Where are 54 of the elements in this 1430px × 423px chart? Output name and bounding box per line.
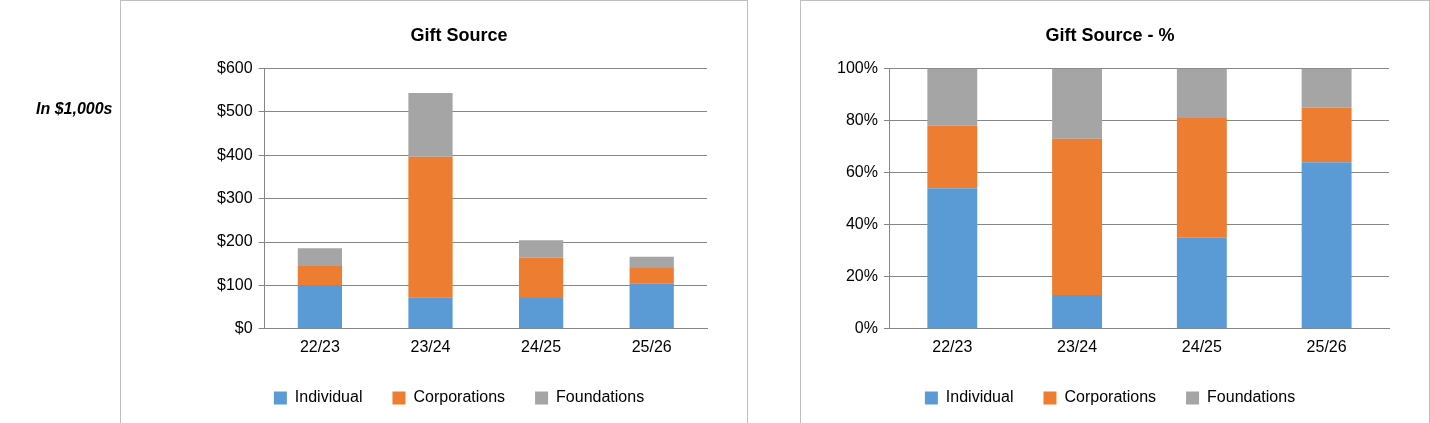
bar bbox=[297, 285, 343, 329]
bar bbox=[1052, 68, 1103, 139]
y-tick-label: 20% bbox=[845, 267, 878, 285]
y-tick-label: $600 bbox=[217, 59, 253, 77]
bar bbox=[1176, 118, 1227, 238]
y-tick-label: $100 bbox=[217, 275, 253, 293]
bar bbox=[297, 248, 343, 266]
x-tick-label: 23/24 bbox=[410, 337, 451, 355]
bar bbox=[1301, 68, 1352, 108]
y-tick-label: 100% bbox=[837, 59, 878, 77]
bar bbox=[927, 68, 978, 126]
bar bbox=[629, 256, 674, 269]
legend-label: Corporations bbox=[1064, 388, 1157, 406]
y-tick-label: 60% bbox=[845, 163, 878, 181]
legend-label: Foundations bbox=[556, 388, 645, 406]
bar bbox=[1176, 237, 1227, 329]
x-tick-label: 22/23 bbox=[299, 337, 341, 355]
y-tick-label: $300 bbox=[217, 189, 253, 207]
bar bbox=[297, 265, 343, 286]
legend-label: Corporations bbox=[413, 388, 506, 406]
bar bbox=[629, 268, 674, 284]
y-tick-label: 40% bbox=[845, 215, 878, 233]
x-tick-label: 25/26 bbox=[631, 337, 672, 355]
bar bbox=[1176, 68, 1227, 119]
chart-title: Gift Source bbox=[410, 24, 508, 45]
bar bbox=[518, 257, 564, 299]
bar bbox=[629, 283, 674, 329]
y-tick-label: $400 bbox=[217, 145, 253, 163]
bar bbox=[1052, 294, 1103, 329]
y-tick-label: 0% bbox=[854, 319, 878, 337]
y-tick-label: $0 bbox=[234, 319, 253, 337]
bar bbox=[518, 240, 564, 258]
bar bbox=[927, 188, 978, 329]
bar bbox=[518, 298, 564, 329]
legend-label: Foundations bbox=[1207, 388, 1296, 406]
x-tick-label: 22/23 bbox=[932, 337, 973, 355]
y-tick-label: 80% bbox=[845, 111, 878, 129]
bar bbox=[408, 297, 453, 329]
bar bbox=[408, 156, 453, 298]
text: In $1,000s bbox=[36, 100, 113, 118]
bar bbox=[1052, 138, 1103, 295]
bar bbox=[408, 92, 453, 157]
legend-label: Individual bbox=[945, 388, 1014, 406]
x-tick-label: 24/25 bbox=[1181, 337, 1222, 355]
y-tick-label: $500 bbox=[217, 102, 253, 120]
bar bbox=[1301, 107, 1352, 163]
chart-title: Gift Source - % bbox=[1045, 24, 1175, 45]
legend-label: Individual bbox=[294, 388, 363, 406]
bar bbox=[927, 125, 978, 189]
bar bbox=[1301, 162, 1352, 329]
y-tick-label: $200 bbox=[217, 232, 253, 250]
x-tick-label: 24/25 bbox=[521, 337, 562, 355]
x-tick-label: 25/26 bbox=[1306, 337, 1347, 355]
x-tick-label: 23/24 bbox=[1057, 337, 1098, 355]
